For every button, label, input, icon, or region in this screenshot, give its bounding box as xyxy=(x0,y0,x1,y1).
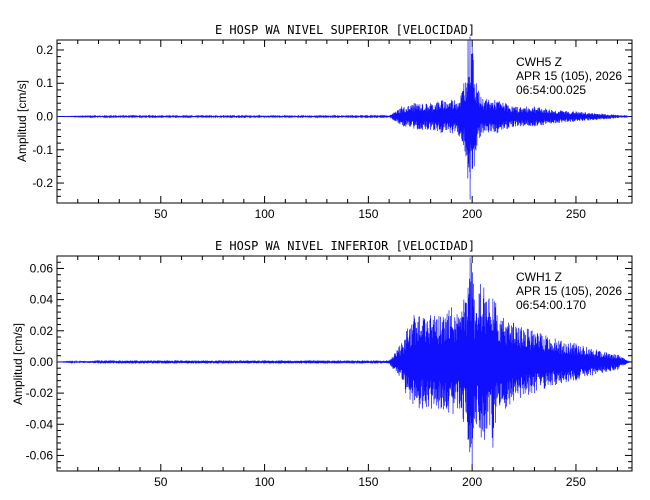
date-label-inferior: APR 15 (105), 2026 xyxy=(516,284,622,298)
plot-frame-inferior xyxy=(56,255,633,472)
x-tick-label: 50 xyxy=(154,475,168,489)
y-axis-label-superior: Amplitud [cm/s] xyxy=(15,80,29,162)
y-tick-label: 0.2 xyxy=(36,43,53,57)
x-tick-label: 200 xyxy=(462,207,482,221)
ticks-inferior: 50 100 150 200 250 0.06 0.04 0.02 0.00 -0.02 -0.04… xyxy=(26,255,632,489)
waveform-trace-superior xyxy=(57,36,630,200)
ticks-superior: 50 100 150 200 250 0.2 0.1 0.0 -0.1 -0.2 xyxy=(32,40,632,221)
y-tick-label: -0.1 xyxy=(32,143,53,157)
y-tick-label: -0.06 xyxy=(26,448,54,462)
x-tick-label: 100 xyxy=(255,475,275,489)
y-tick-label: 0.02 xyxy=(30,324,54,338)
x-tick-label: 200 xyxy=(462,475,482,489)
time-label-superior: 06:54:00.025 xyxy=(516,83,586,97)
y-axis-label-inferior: Amplitud [cm/s] xyxy=(11,323,25,405)
chart-title-inferior: E HOSP WA NIVEL INFERIOR [VELOCIDAD] xyxy=(215,239,475,253)
date-label-superior: APR 15 (105), 2026 xyxy=(516,69,622,83)
waveform-trace-inferior xyxy=(56,257,631,468)
panel-inferior: E HOSP WA NIVEL INFERIOR [VELOCIDAD] 50 1… xyxy=(11,239,633,489)
y-tick-label: 0.06 xyxy=(30,261,54,275)
y-tick-label: 0.0 xyxy=(36,110,53,124)
panel-superior: E HOSP WA NIVEL SUPERIOR [VELOCIDAD] 50 1… xyxy=(15,23,633,221)
y-tick-label: -0.04 xyxy=(26,417,54,431)
x-tick-label: 250 xyxy=(566,207,586,221)
y-tick-label: 0.00 xyxy=(30,355,54,369)
x-tick-label: 150 xyxy=(358,475,378,489)
x-tick-label: 150 xyxy=(358,207,378,221)
x-tick-label: 50 xyxy=(154,207,168,221)
x-tick-label: 250 xyxy=(566,475,586,489)
y-tick-label: -0.2 xyxy=(32,176,53,190)
station-label-superior: CWH5 Z xyxy=(516,55,562,69)
y-tick-label: -0.02 xyxy=(26,386,54,400)
time-label-inferior: 06:54:00.170 xyxy=(516,298,586,312)
plot-frame-superior xyxy=(56,39,633,204)
x-tick-label: 100 xyxy=(255,207,275,221)
y-tick-label: 0.04 xyxy=(30,293,54,307)
chart-title-superior: E HOSP WA NIVEL SUPERIOR [VELOCIDAD] xyxy=(215,23,475,37)
y-tick-label: 0.1 xyxy=(36,76,53,90)
station-label-inferior: CWH1 Z xyxy=(516,270,562,284)
